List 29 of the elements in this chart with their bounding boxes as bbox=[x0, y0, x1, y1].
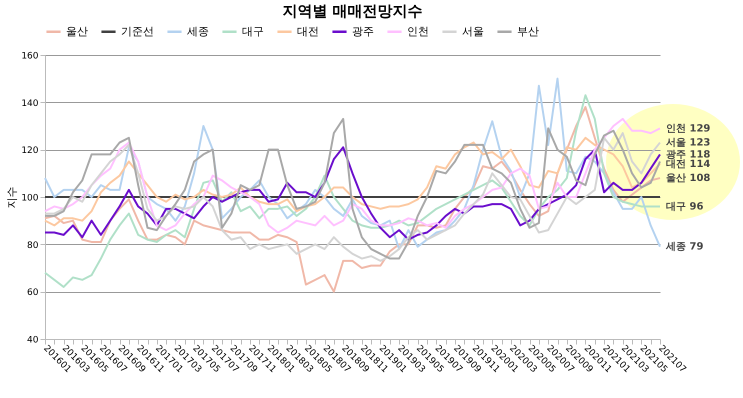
y-tick-label: 60 bbox=[27, 288, 39, 298]
legend-label: 대전 bbox=[297, 24, 319, 38]
y-tick-label: 140 bbox=[21, 98, 39, 109]
legend-label: 세종 bbox=[187, 24, 209, 38]
legend-label: 서울 bbox=[462, 24, 484, 38]
y-tick-label: 100 bbox=[21, 194, 39, 204]
legend-label: 울산 bbox=[66, 24, 88, 38]
line-series bbox=[44, 136, 661, 226]
legend-label: 기준선 bbox=[121, 24, 154, 38]
legend-label: 부산 bbox=[517, 24, 539, 38]
line-series bbox=[44, 146, 661, 241]
legend-label: 대구 bbox=[242, 24, 264, 38]
line-series bbox=[44, 118, 661, 234]
y-tick-label: 40 bbox=[27, 336, 39, 346]
text: 인천 129 bbox=[666, 123, 710, 134]
y-tick-label: 120 bbox=[21, 146, 39, 156]
chart-title: 지역별 매매전망지수 bbox=[282, 2, 423, 20]
text: 대전 114 bbox=[666, 158, 710, 170]
legend-label: 광주 bbox=[352, 24, 374, 38]
line-series bbox=[44, 78, 661, 250]
text: 대구 96 bbox=[666, 201, 704, 212]
text: 세종 79 bbox=[666, 242, 704, 253]
text: 울산 108 bbox=[666, 173, 710, 184]
y-tick-label: 80 bbox=[27, 240, 39, 251]
y-tick-label: 160 bbox=[21, 52, 39, 62]
text: 서울 123 bbox=[666, 138, 710, 149]
y-axis-title: 지수 bbox=[5, 186, 18, 208]
text: 광주 118 bbox=[666, 149, 710, 160]
legend-label: 인천 bbox=[407, 24, 429, 38]
